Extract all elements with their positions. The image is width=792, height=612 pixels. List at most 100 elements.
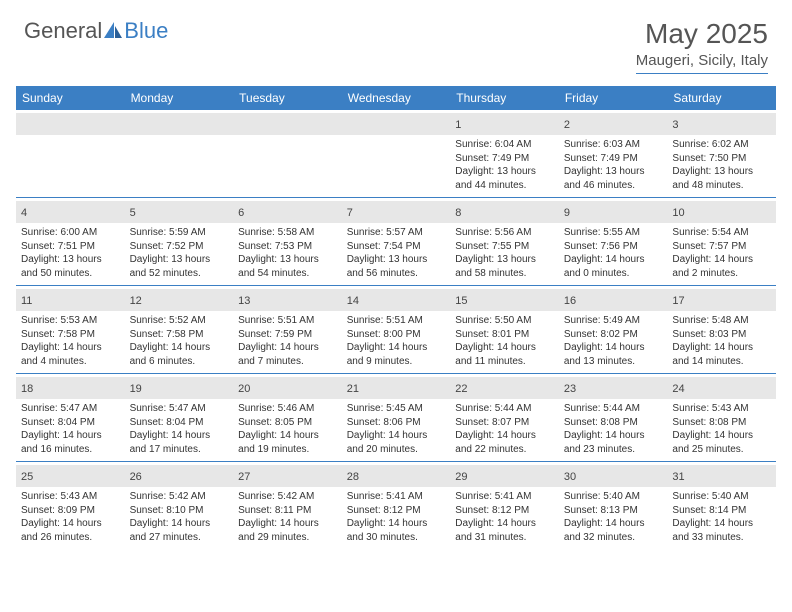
sunset-line: Sunset: 8:04 PM [21, 416, 120, 430]
sunset-line: Sunset: 8:01 PM [455, 328, 554, 342]
day-number-band [233, 113, 342, 135]
daylight-line-2: and 16 minutes. [21, 443, 120, 457]
day-number: 22 [455, 383, 467, 395]
sunrise-line: Sunrise: 5:53 AM [21, 314, 120, 328]
day-cell: 6Sunrise: 5:58 AMSunset: 7:53 PMDaylight… [233, 198, 342, 285]
daylight-line-1: Daylight: 13 hours [672, 165, 771, 179]
daylight-line-2: and 13 minutes. [564, 355, 663, 369]
sunrise-line: Sunrise: 5:55 AM [564, 226, 663, 240]
day-number: 3 [672, 119, 678, 131]
day-number: 29 [455, 471, 467, 483]
daylight-line-1: Daylight: 14 hours [564, 341, 663, 355]
day-number: 2 [564, 119, 570, 131]
empty-cell [16, 110, 125, 197]
day-number: 31 [672, 471, 684, 483]
daylight-line-2: and 22 minutes. [455, 443, 554, 457]
daylight-line-1: Daylight: 14 hours [130, 517, 229, 531]
day-number: 24 [672, 383, 684, 395]
sunrise-line: Sunrise: 5:44 AM [455, 402, 554, 416]
sunrise-line: Sunrise: 5:40 AM [672, 490, 771, 504]
daylight-line-2: and 0 minutes. [564, 267, 663, 281]
daylight-line-1: Daylight: 14 hours [672, 341, 771, 355]
daylight-line-1: Daylight: 14 hours [238, 517, 337, 531]
daylight-line-2: and 48 minutes. [672, 179, 771, 193]
sunset-line: Sunset: 7:49 PM [455, 152, 554, 166]
daylight-line-2: and 27 minutes. [130, 531, 229, 545]
sunset-line: Sunset: 7:49 PM [564, 152, 663, 166]
day-number-band: 12 [125, 289, 234, 311]
day-number: 21 [347, 383, 359, 395]
day-number-band: 17 [667, 289, 776, 311]
sunrise-line: Sunrise: 5:58 AM [238, 226, 337, 240]
day-number-band: 26 [125, 465, 234, 487]
day-number-band: 6 [233, 201, 342, 223]
sunrise-line: Sunrise: 5:46 AM [238, 402, 337, 416]
weekday-header: Wednesday [342, 86, 451, 110]
weekday-header: Monday [125, 86, 234, 110]
sunrise-line: Sunrise: 5:40 AM [564, 490, 663, 504]
sunrise-line: Sunrise: 5:48 AM [672, 314, 771, 328]
daylight-line-1: Daylight: 14 hours [238, 429, 337, 443]
day-number-band: 21 [342, 377, 451, 399]
day-number-band: 3 [667, 113, 776, 135]
daylight-line-2: and 50 minutes. [21, 267, 120, 281]
day-cell: 4Sunrise: 6:00 AMSunset: 7:51 PMDaylight… [16, 198, 125, 285]
weekday-header: Saturday [667, 86, 776, 110]
day-cell: 27Sunrise: 5:42 AMSunset: 8:11 PMDayligh… [233, 462, 342, 549]
daylight-line-2: and 54 minutes. [238, 267, 337, 281]
day-cell: 5Sunrise: 5:59 AMSunset: 7:52 PMDaylight… [125, 198, 234, 285]
sunrise-line: Sunrise: 6:04 AM [455, 138, 554, 152]
sunset-line: Sunset: 7:56 PM [564, 240, 663, 254]
daylight-line-2: and 44 minutes. [455, 179, 554, 193]
day-number-band: 28 [342, 465, 451, 487]
daylight-line-1: Daylight: 14 hours [21, 341, 120, 355]
day-cell: 17Sunrise: 5:48 AMSunset: 8:03 PMDayligh… [667, 286, 776, 373]
daylight-line-1: Daylight: 14 hours [564, 429, 663, 443]
day-number: 14 [347, 295, 359, 307]
daylight-line-2: and 14 minutes. [672, 355, 771, 369]
day-number: 18 [21, 383, 33, 395]
day-cell: 16Sunrise: 5:49 AMSunset: 8:02 PMDayligh… [559, 286, 668, 373]
day-number-band: 27 [233, 465, 342, 487]
day-cell: 24Sunrise: 5:43 AMSunset: 8:08 PMDayligh… [667, 374, 776, 461]
day-number: 4 [21, 207, 27, 219]
sunset-line: Sunset: 7:58 PM [130, 328, 229, 342]
sunset-line: Sunset: 8:07 PM [455, 416, 554, 430]
daylight-line-2: and 19 minutes. [238, 443, 337, 457]
sunset-line: Sunset: 8:09 PM [21, 504, 120, 518]
day-cell: 22Sunrise: 5:44 AMSunset: 8:07 PMDayligh… [450, 374, 559, 461]
daylight-line-1: Daylight: 14 hours [455, 517, 554, 531]
day-number-band: 4 [16, 201, 125, 223]
weekday-header: Thursday [450, 86, 559, 110]
logo: General Blue [24, 18, 168, 44]
week-row: 4Sunrise: 6:00 AMSunset: 7:51 PMDaylight… [16, 198, 776, 286]
day-number-band [342, 113, 451, 135]
day-cell: 23Sunrise: 5:44 AMSunset: 8:08 PMDayligh… [559, 374, 668, 461]
sunrise-line: Sunrise: 5:59 AM [130, 226, 229, 240]
day-number-band: 19 [125, 377, 234, 399]
day-number-band: 22 [450, 377, 559, 399]
sunrise-line: Sunrise: 5:41 AM [455, 490, 554, 504]
day-number: 28 [347, 471, 359, 483]
sunrise-line: Sunrise: 5:41 AM [347, 490, 446, 504]
day-cell: 28Sunrise: 5:41 AMSunset: 8:12 PMDayligh… [342, 462, 451, 549]
sunset-line: Sunset: 8:14 PM [672, 504, 771, 518]
day-cell: 9Sunrise: 5:55 AMSunset: 7:56 PMDaylight… [559, 198, 668, 285]
logo-text-1: General [24, 18, 102, 44]
daylight-line-1: Daylight: 14 hours [672, 429, 771, 443]
daylight-line-1: Daylight: 14 hours [130, 429, 229, 443]
day-cell: 15Sunrise: 5:50 AMSunset: 8:01 PMDayligh… [450, 286, 559, 373]
sunrise-line: Sunrise: 5:49 AM [564, 314, 663, 328]
sunset-line: Sunset: 8:05 PM [238, 416, 337, 430]
sunrise-line: Sunrise: 5:51 AM [238, 314, 337, 328]
week-row: 1Sunrise: 6:04 AMSunset: 7:49 PMDaylight… [16, 110, 776, 198]
daylight-line-2: and 17 minutes. [130, 443, 229, 457]
sunrise-line: Sunrise: 5:54 AM [672, 226, 771, 240]
day-number-band: 1 [450, 113, 559, 135]
sunrise-line: Sunrise: 5:57 AM [347, 226, 446, 240]
daylight-line-1: Daylight: 14 hours [21, 517, 120, 531]
day-number-band: 14 [342, 289, 451, 311]
day-cell: 18Sunrise: 5:47 AMSunset: 8:04 PMDayligh… [16, 374, 125, 461]
daylight-line-1: Daylight: 13 hours [564, 165, 663, 179]
daylight-line-2: and 46 minutes. [564, 179, 663, 193]
